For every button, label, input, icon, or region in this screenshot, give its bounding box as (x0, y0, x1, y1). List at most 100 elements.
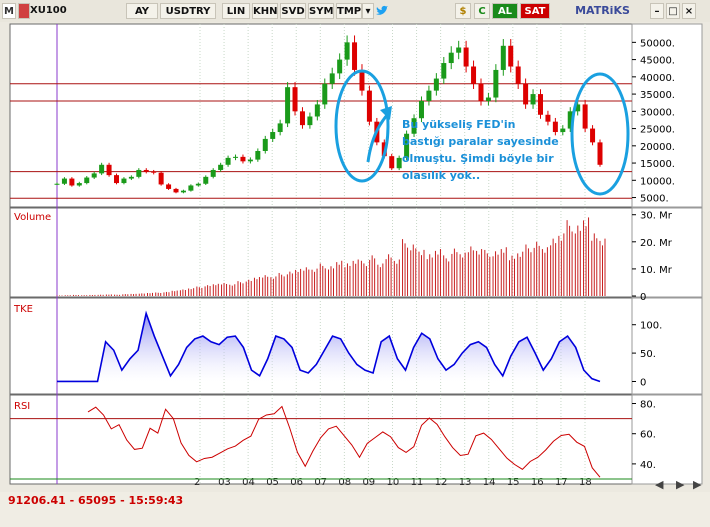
candle (233, 156, 239, 158)
candle (463, 47, 469, 67)
candle (188, 185, 194, 191)
close-icon[interactable] (18, 3, 30, 19)
candle (61, 178, 67, 184)
dollar-button[interactable]: $ (455, 3, 471, 19)
candle (366, 90, 372, 122)
candle (173, 188, 179, 193)
sym-button[interactable]: SYM (308, 3, 334, 19)
scale-button[interactable]: LIN (222, 3, 250, 19)
axis-panel (631, 394, 703, 485)
y-tick-label: 20. Mr (640, 238, 673, 249)
candle (203, 176, 209, 184)
candle (180, 190, 186, 193)
highlight-ellipse (570, 72, 630, 196)
khn-button[interactable]: KHN (252, 3, 278, 19)
x-tick-label: 17 (555, 477, 568, 488)
x-tick-label: 03 (218, 477, 231, 488)
candle (277, 123, 283, 133)
period-button[interactable]: AY (126, 3, 158, 19)
candle (396, 157, 402, 169)
candle (106, 164, 112, 176)
candle (218, 164, 224, 170)
candle (418, 100, 424, 119)
candle (485, 97, 491, 101)
candle (337, 59, 343, 74)
candle (121, 178, 127, 184)
axis-panel (631, 297, 703, 395)
y-tick-label: 100. (640, 321, 662, 332)
nav-right-icon: ▶ (676, 478, 685, 491)
x-tick-label: 18 (579, 477, 592, 488)
candle (114, 175, 120, 184)
y-tick-label: 80. (640, 400, 656, 411)
candle (575, 104, 581, 112)
candle (523, 83, 529, 105)
candle (322, 83, 328, 105)
candle (76, 183, 82, 186)
candle (151, 171, 157, 173)
y-tick-label: 0 (640, 377, 646, 388)
status-readout: 91206.41 - 65095 - 15:59:43 (8, 494, 184, 507)
highlight-ellipse (334, 69, 390, 183)
maximize-icon[interactable]: □ (666, 3, 680, 19)
candle (255, 150, 261, 160)
x-tick-label: 09 (362, 477, 375, 488)
candle (195, 183, 201, 186)
candle (285, 87, 291, 124)
candle (515, 66, 521, 84)
candle (433, 78, 439, 91)
x-tick-label: 14 (483, 477, 496, 488)
x-tick-label: 06 (290, 477, 303, 488)
volume-title: Volume (14, 212, 51, 223)
calculator-button[interactable]: C (474, 3, 490, 19)
chevron-down-icon[interactable]: ▾ (362, 3, 374, 19)
y-tick-label: 30. Mr (640, 211, 673, 222)
candle (307, 116, 313, 126)
tke-title: TKE (13, 304, 33, 315)
y-tick-label: 50. (640, 349, 656, 360)
twitter-icon[interactable] (375, 4, 389, 18)
candle (471, 66, 477, 84)
candle (69, 178, 75, 186)
compare-button[interactable]: USDTRY (160, 3, 216, 19)
candle (560, 128, 566, 133)
symbol-label[interactable]: XU100 (30, 5, 67, 16)
y-tick-label: 40. (640, 460, 656, 471)
x-tick-label: 15 (507, 477, 520, 488)
x-tick-label: 08 (338, 477, 351, 488)
y-tick-label: 40000. (640, 73, 675, 84)
candle (314, 104, 320, 117)
candle (582, 104, 588, 129)
close-window-icon[interactable]: × (682, 3, 696, 19)
candle (530, 94, 536, 105)
candle (225, 157, 231, 165)
sell-button[interactable]: SAT (520, 3, 550, 19)
buy-button[interactable]: AL (492, 3, 518, 19)
axis-panel (631, 207, 703, 298)
candle (270, 132, 276, 139)
axis-panel (631, 23, 703, 208)
annotation-arrow (366, 113, 390, 163)
svd-button[interactable]: SVD (280, 3, 306, 19)
candle (359, 69, 365, 91)
candle (552, 121, 558, 133)
tmp-button[interactable]: TMP (336, 3, 362, 19)
candle (292, 87, 298, 112)
candle (567, 111, 573, 129)
candle (478, 83, 484, 101)
minimize-icon[interactable]: – (650, 3, 664, 19)
candle (537, 94, 543, 115)
y-tick-label: 45000. (640, 56, 675, 67)
y-tick-label: 60. (640, 430, 656, 441)
candle (247, 159, 253, 162)
candle (500, 45, 506, 70)
candle (441, 63, 447, 79)
candle (389, 156, 395, 169)
nav-end-icon: ▶ (693, 478, 702, 491)
candle (456, 47, 462, 53)
y-tick-label: 50000. (640, 38, 675, 49)
x-tick-label: 11 (411, 477, 424, 488)
candle (426, 90, 432, 101)
annotation-arrowhead (380, 106, 392, 120)
